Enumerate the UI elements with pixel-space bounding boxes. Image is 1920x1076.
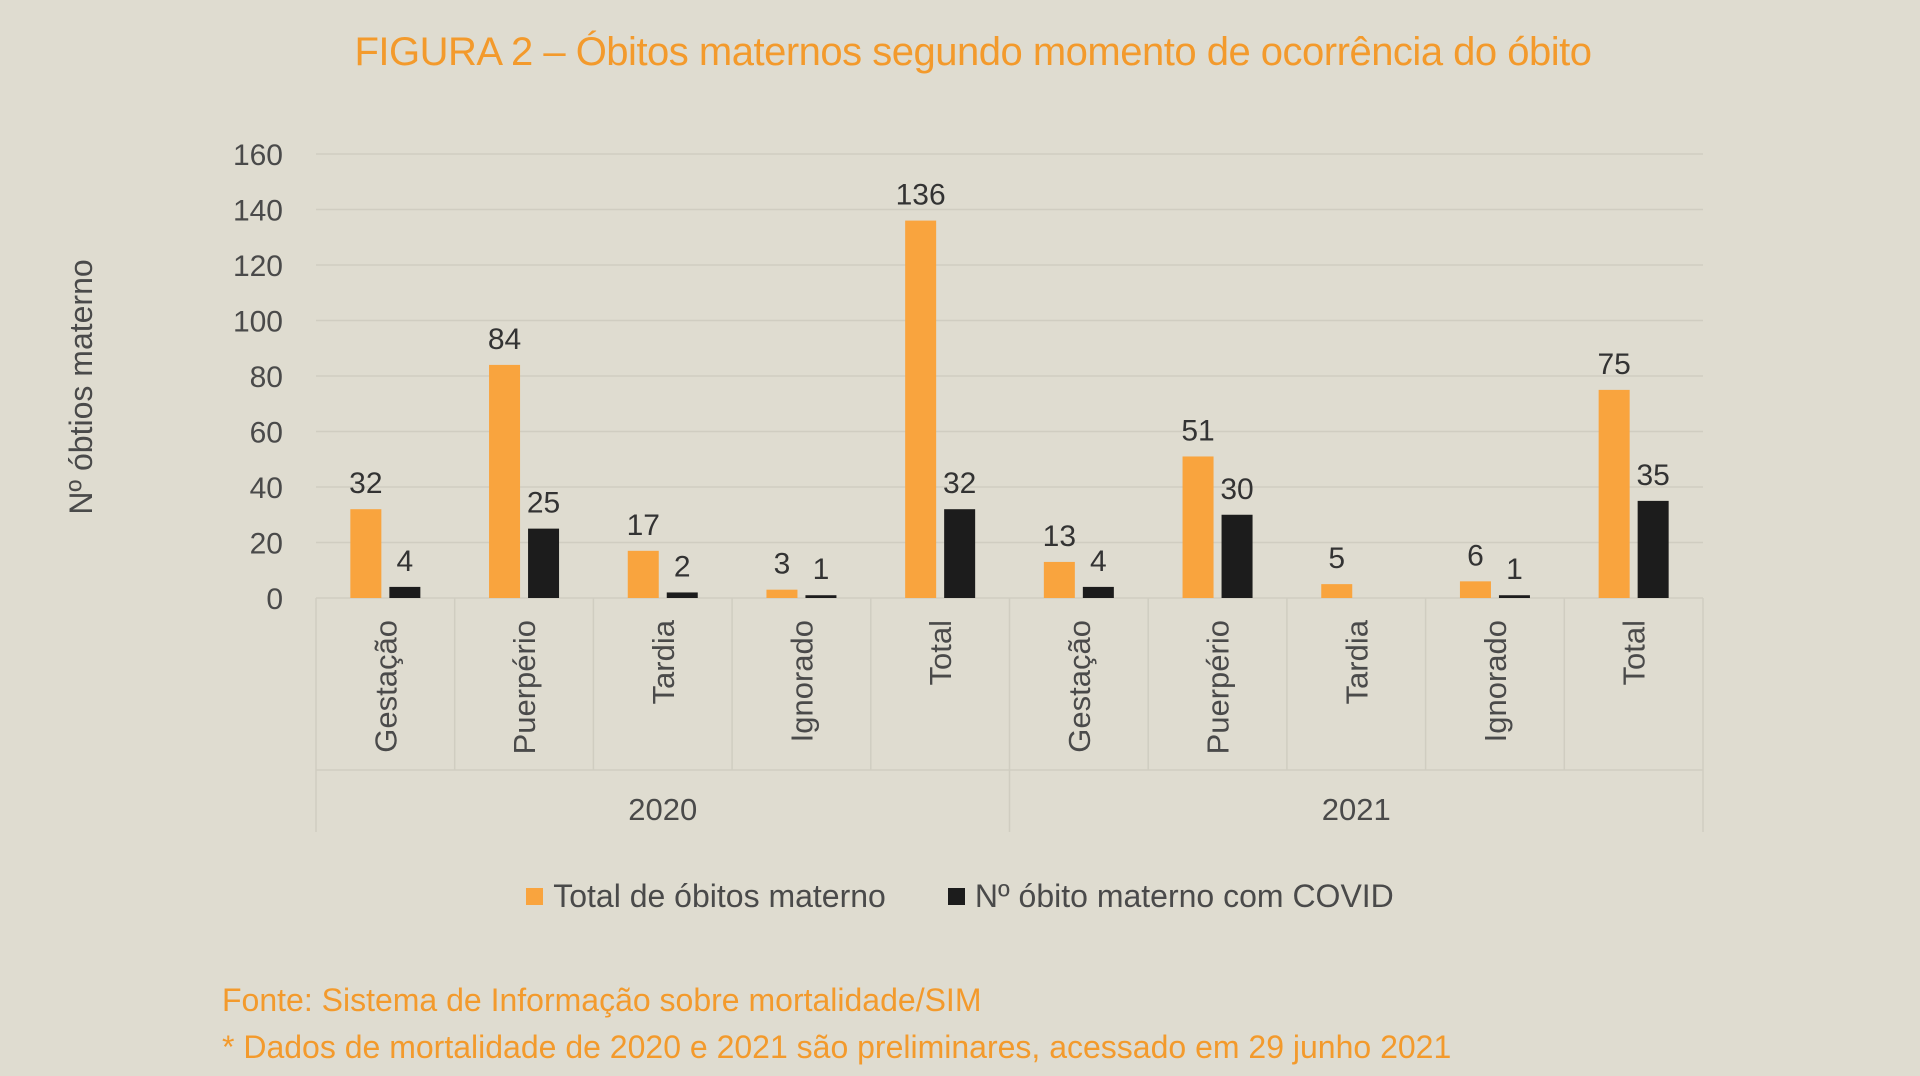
bar-covid-gestacao: [1082, 586, 1114, 598]
data-label-covid: 35: [1636, 459, 1669, 492]
data-label-total: 75: [1597, 348, 1630, 381]
data-label-covid: 1: [813, 553, 830, 586]
y-tick-label: 40: [250, 472, 283, 505]
footnote: * Dados de mortalidade de 2020 e 2021 sã…: [222, 1029, 1452, 1065]
bar-covid-tardia: [666, 592, 698, 598]
legend-label-total: Total de óbitos materno: [553, 878, 886, 914]
bar-total-ignorado: [1459, 581, 1491, 598]
data-label-total: 32: [349, 467, 382, 500]
bar-covid-ignorado: [805, 595, 837, 598]
data-label-covid: 4: [397, 545, 414, 578]
bar-total-total: [1598, 389, 1630, 598]
y-tick-label: 80: [250, 361, 283, 394]
x-tick-label: Tardia: [1339, 619, 1374, 704]
data-label-total: 6: [1467, 539, 1484, 572]
y-tick-label: 0: [266, 583, 283, 616]
data-label-total: 5: [1328, 542, 1345, 575]
x-tick-label: Ignorado: [1478, 620, 1513, 742]
data-label-covid: 4: [1090, 545, 1107, 578]
legend-item-total: Total de óbitos materno: [526, 878, 886, 915]
y-tick-label: 160: [233, 139, 283, 172]
bar-covid-gestacao: [389, 586, 421, 598]
bar-total-gestacao: [350, 509, 382, 598]
y-axis-label: Nº óbtios materno: [63, 259, 99, 514]
bar-total-total: [905, 220, 937, 598]
group-label: 2020: [628, 792, 697, 827]
data-label-total: 3: [774, 548, 791, 581]
x-tick-label: Puerpério: [507, 620, 542, 754]
bar-total-puerperio: [489, 364, 521, 598]
legend-label-covid: Nº óbito materno com COVID: [974, 878, 1394, 914]
y-tick-label: 60: [250, 417, 283, 450]
y-tick-label: 20: [250, 528, 283, 561]
x-tick-label: Tardia: [646, 619, 681, 704]
x-tick-label: Gestação: [368, 620, 403, 753]
legend-item-covid: Nº óbito materno com COVID: [947, 878, 1394, 915]
data-label-total: 51: [1181, 414, 1214, 447]
y-tick-label: 120: [233, 250, 283, 283]
data-label-covid: 25: [527, 487, 560, 520]
bar-total-tardia: [627, 550, 659, 598]
x-tick-label: Ignorado: [784, 620, 819, 742]
bar-covid-total: [944, 509, 976, 598]
data-label-covid: 32: [943, 467, 976, 500]
notes: Fonte: Sistema de Informação sobre morta…: [222, 977, 1451, 1071]
chart-title: FIGURA 2 – Óbitos maternos segundo momen…: [354, 30, 1592, 74]
x-tick-label: Gestação: [1062, 620, 1097, 753]
x-tick-label: Total: [1617, 620, 1652, 685]
data-label-total: 136: [896, 179, 946, 212]
bar-total-ignorado: [766, 589, 798, 598]
source-note: Fonte: Sistema de Informação sobre morta…: [222, 982, 982, 1018]
bar-covid-puerperio: [528, 528, 560, 598]
bar-total-tardia: [1321, 584, 1353, 598]
y-tick-label: 140: [233, 195, 283, 228]
data-label-total: 84: [488, 323, 521, 356]
data-label-covid: 30: [1220, 473, 1253, 506]
bar-covid-puerperio: [1221, 514, 1253, 598]
bar-covid-total: [1637, 500, 1669, 598]
data-label-covid: 1: [1506, 553, 1523, 586]
data-label-total: 13: [1043, 520, 1076, 553]
data-label-total: 17: [627, 509, 660, 542]
x-tick-label: Puerpério: [1201, 620, 1236, 754]
group-label: 2021: [1322, 792, 1391, 827]
legend-swatch-total: [526, 888, 544, 905]
legend-swatch-covid: [947, 888, 965, 905]
bar-total-puerperio: [1182, 456, 1214, 598]
legend: Total de óbitos materno Nº óbito materno…: [0, 878, 1920, 915]
y-tick-label: 100: [233, 306, 283, 339]
x-tick-label: Total: [923, 620, 958, 685]
bar-covid-ignorado: [1498, 595, 1530, 598]
data-label-covid: 2: [674, 550, 691, 583]
bar-total-gestacao: [1043, 561, 1075, 598]
